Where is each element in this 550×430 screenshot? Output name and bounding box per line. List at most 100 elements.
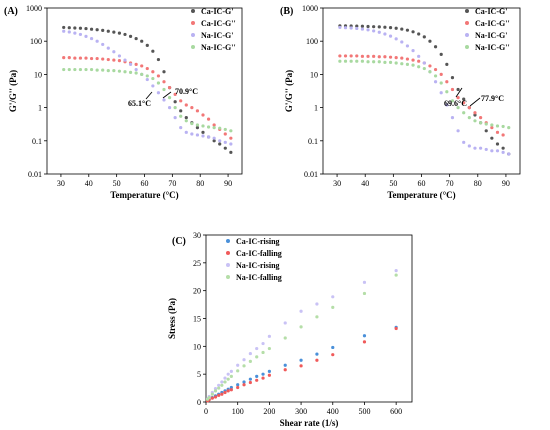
data-point <box>190 121 194 126</box>
data-point <box>190 106 194 110</box>
x-tick-label: 80 <box>474 179 482 188</box>
data-point <box>261 350 265 355</box>
data-point <box>267 334 271 338</box>
y-tick-label: 5 <box>197 370 201 379</box>
data-point <box>394 269 398 273</box>
data-point <box>433 67 438 72</box>
data-point <box>67 26 71 30</box>
data-point <box>145 77 149 82</box>
data-point <box>428 64 432 68</box>
data-point <box>134 36 138 41</box>
data-point <box>218 139 222 143</box>
annotation-label: 77.9°C <box>481 94 504 103</box>
data-point <box>73 67 77 72</box>
series-1 <box>338 54 505 137</box>
data-point <box>462 140 466 144</box>
data-point <box>255 355 259 359</box>
data-point <box>223 146 227 150</box>
data-point <box>84 34 88 38</box>
data-point <box>394 56 398 60</box>
legend-marker <box>226 239 230 243</box>
data-point <box>84 26 88 31</box>
annotation-arrow <box>469 97 481 107</box>
data-point <box>388 60 393 64</box>
legend-label: Ca-IC-G'' <box>475 19 510 28</box>
legend-label: Ca-IC-rising <box>236 237 280 246</box>
x-tick-label: 60 <box>141 179 149 188</box>
data-point <box>315 315 319 319</box>
data-point <box>106 46 110 50</box>
data-point <box>78 67 83 72</box>
data-point <box>261 341 265 346</box>
data-point <box>101 57 105 61</box>
data-point <box>134 71 138 75</box>
data-point <box>184 119 188 123</box>
data-point <box>343 59 348 63</box>
data-point <box>372 25 376 29</box>
legend-label: Na-IC-G' <box>201 31 233 40</box>
y-tick-label: 1000 <box>302 4 318 13</box>
data-point <box>179 99 183 103</box>
data-point <box>226 377 230 381</box>
x-tick-label: 0 <box>204 407 208 416</box>
data-point <box>331 353 335 357</box>
panel-label: (A) <box>4 6 18 17</box>
data-point <box>236 385 240 390</box>
data-point <box>299 364 303 368</box>
data-point <box>89 36 94 41</box>
chart-panel-0: (A) 30 40 50 60 70 80 90 0.01 0.1 1 10 100 1000 Temper… <box>4 4 243 200</box>
x-tick-label: 60 <box>418 179 426 188</box>
legend-marker <box>226 263 230 267</box>
data-point <box>179 114 183 118</box>
data-point <box>229 374 233 378</box>
data-point <box>236 383 240 387</box>
data-point <box>411 49 415 53</box>
data-point <box>62 25 66 30</box>
data-point <box>95 28 99 32</box>
data-point <box>206 135 211 139</box>
data-point <box>490 125 494 130</box>
data-point <box>229 385 233 390</box>
data-point <box>411 58 415 62</box>
x-axis-label: Temperature (°C) <box>110 190 178 200</box>
legend-marker <box>465 45 469 49</box>
data-point <box>167 106 172 110</box>
data-point <box>299 309 303 313</box>
data-point <box>405 57 410 61</box>
data-point <box>405 44 410 48</box>
data-point <box>462 111 466 115</box>
x-axis-label: Temperature (°C) <box>387 190 455 200</box>
data-point <box>220 383 224 387</box>
data-point <box>495 142 500 146</box>
data-point <box>218 126 222 130</box>
data-point <box>507 125 511 130</box>
data-point <box>400 40 404 44</box>
data-point <box>450 99 455 103</box>
y-tick-label: 20 <box>193 287 201 296</box>
data-point <box>242 364 246 368</box>
data-point <box>462 97 466 101</box>
data-point <box>162 87 166 92</box>
data-point <box>162 70 166 74</box>
data-point <box>78 56 83 60</box>
data-point <box>248 380 252 385</box>
data-point <box>355 59 359 63</box>
data-point <box>78 32 83 37</box>
annotation-arrow <box>455 87 463 98</box>
data-point <box>422 35 426 39</box>
data-point <box>383 60 387 64</box>
data-point <box>467 115 471 120</box>
x-tick-label: 40 <box>361 179 369 188</box>
data-point <box>223 390 227 395</box>
data-point <box>366 54 370 58</box>
data-point <box>213 395 218 399</box>
x-tick-label: 50 <box>113 179 121 188</box>
y-tick-label: 30 <box>193 231 201 240</box>
data-point <box>128 62 133 67</box>
data-point <box>223 127 227 132</box>
data-point <box>467 144 471 148</box>
data-point <box>242 358 246 362</box>
data-point <box>201 113 205 117</box>
data-point <box>360 27 364 31</box>
x-tick-label: 90 <box>502 179 510 188</box>
